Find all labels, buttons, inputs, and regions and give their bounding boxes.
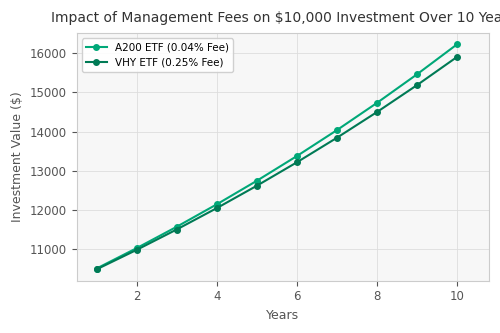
A200 ETF (0.04% Fee): [254, 179, 260, 183]
Line: A200 ETF (0.04% Fee): A200 ETF (0.04% Fee): [94, 42, 460, 271]
A200 ETF (0.04% Fee): [134, 246, 140, 250]
Title: Impact of Management Fees on $10,000 Investment Over 10 Years: Impact of Management Fees on $10,000 Inv…: [50, 11, 500, 25]
VHY ETF (0.25% Fee): [454, 55, 460, 59]
A200 ETF (0.04% Fee): [374, 101, 380, 105]
VHY ETF (0.25% Fee): [414, 83, 420, 87]
X-axis label: Years: Years: [266, 309, 300, 322]
VHY ETF (0.25% Fee): [254, 184, 260, 188]
VHY ETF (0.25% Fee): [94, 267, 100, 271]
A200 ETF (0.04% Fee): [454, 43, 460, 47]
A200 ETF (0.04% Fee): [414, 73, 420, 77]
A200 ETF (0.04% Fee): [174, 225, 180, 229]
VHY ETF (0.25% Fee): [334, 136, 340, 140]
A200 ETF (0.04% Fee): [334, 128, 340, 132]
Legend: A200 ETF (0.04% Fee), VHY ETF (0.25% Fee): A200 ETF (0.04% Fee), VHY ETF (0.25% Fee…: [82, 38, 233, 72]
A200 ETF (0.04% Fee): [94, 266, 100, 270]
VHY ETF (0.25% Fee): [214, 206, 220, 210]
Y-axis label: Investment Value ($): Investment Value ($): [11, 92, 24, 222]
VHY ETF (0.25% Fee): [374, 110, 380, 114]
VHY ETF (0.25% Fee): [294, 161, 300, 165]
A200 ETF (0.04% Fee): [214, 202, 220, 206]
Line: VHY ETF (0.25% Fee): VHY ETF (0.25% Fee): [94, 54, 460, 272]
VHY ETF (0.25% Fee): [174, 227, 180, 231]
VHY ETF (0.25% Fee): [134, 248, 140, 252]
A200 ETF (0.04% Fee): [294, 154, 300, 158]
